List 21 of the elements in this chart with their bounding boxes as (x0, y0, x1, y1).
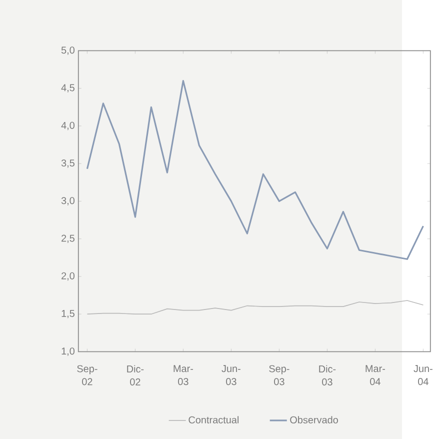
x-tick-label: Jun-03 (221, 365, 240, 386)
y-tick-label: 5,0 (61, 46, 74, 55)
line-series (86, 80, 424, 260)
x-tick-label: Dic-02 (126, 365, 144, 386)
y-tick-label: 1,0 (62, 348, 74, 356)
y-tick-label: 2,0 (61, 272, 74, 281)
y-tick-label: 3,5 (61, 159, 74, 168)
x-tick-label: Mar-03 (174, 365, 193, 386)
y-tick-label: 4,0 (61, 122, 74, 130)
line-series (86, 300, 424, 314)
x-tick-label: Sep-03 (268, 365, 290, 386)
x-tick-label: Mar-04 (366, 365, 385, 386)
y-tick-label: 2,5 (61, 234, 74, 243)
legend-label: Observado (290, 416, 338, 424)
x-tick-label: Sep-02 (76, 365, 98, 386)
x-tick-label: Dic-03 (318, 365, 336, 386)
x-tick-label: Jun-04 (413, 365, 432, 386)
y-tick-label: 3,0 (61, 197, 74, 206)
y-tick-label: 4,5 (61, 84, 74, 92)
y-tick-label: 1,5 (62, 310, 74, 318)
legend-label: Contractual (188, 416, 238, 424)
